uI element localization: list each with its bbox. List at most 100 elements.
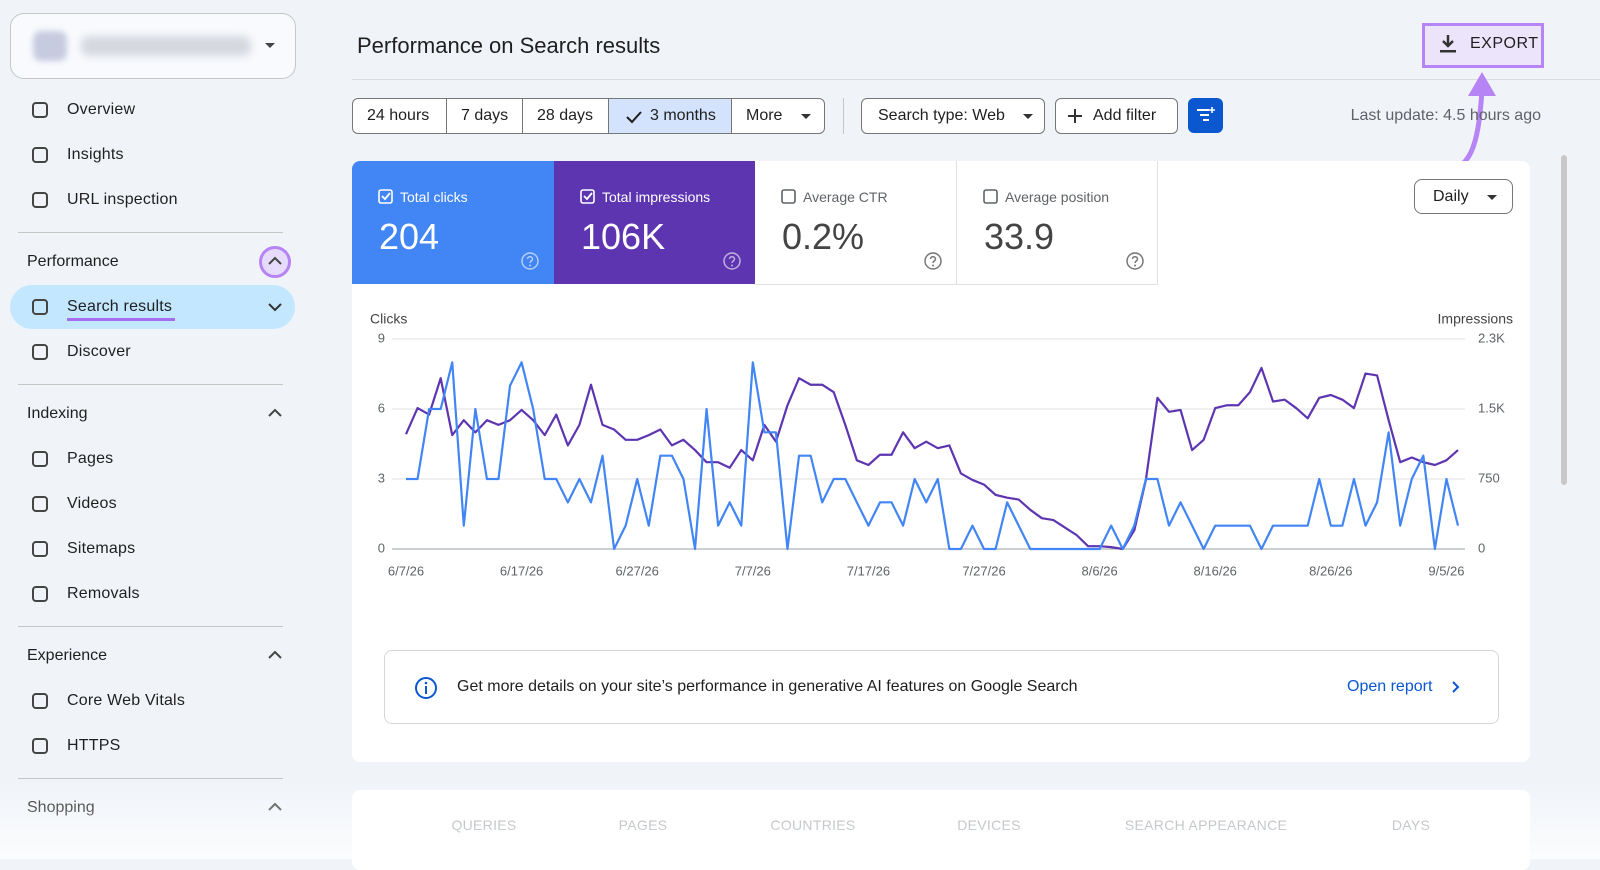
metric-label: Total impressions [602,189,711,205]
y2-tick-label: 0 [1478,540,1485,555]
granularity-select[interactable]: Daily [1414,179,1513,214]
range-label: 28 days [537,107,594,124]
nav-icon [32,586,48,602]
section-title[interactable]: Performance [27,253,119,270]
chevron-right [1452,681,1460,693]
add-filter-button[interactable]: Add filter [1055,98,1178,134]
x-tick-label: 7/7/26 [735,563,771,578]
x-tick-label: 9/5/26 [1428,563,1464,578]
collapse-chevron [268,650,282,659]
metric-value: 33.9 [984,216,1055,257]
metric-checkbox [580,189,595,204]
range-button[interactable]: 24 hours [353,99,445,133]
y2-tick-label: 1.5K [1478,400,1505,415]
nav-item[interactable]: Pages [67,450,114,467]
y-tick-label: 9 [378,330,385,345]
metric-label: Average CTR [803,189,888,205]
nav-item[interactable]: Sitemaps [67,540,136,557]
bottom-fade [0,780,1600,859]
open-report-link[interactable]: Open report [1347,678,1433,695]
collapse-chevron [268,408,282,417]
range-label: 7 days [461,107,509,124]
x-tick-label: 8/26/26 [1309,563,1352,578]
nav-item[interactable]: Removals [67,585,140,602]
dropdown-caret [1487,195,1497,200]
check-icon [626,111,642,124]
range-group [352,98,825,134]
nav-item-active [10,285,295,329]
nav-item[interactable]: Core Web Vitals [67,692,186,709]
toggle-highlight [259,246,291,278]
sidebar-divider [18,778,283,779]
x-tick-label: 7/17/26 [847,563,890,578]
nav-icon [32,496,48,512]
property-selector[interactable] [10,13,296,79]
metric-card[interactable]: Total impressions 106K [554,161,755,284]
metric-checkbox [983,189,998,204]
nav-item[interactable]: Insights [67,146,124,163]
y2-tick-label: 750 [1478,470,1500,485]
nav-item[interactable]: URL inspection [67,191,178,208]
add-filter-label: Add filter [1093,107,1157,124]
x-tick-label: 7/27/26 [962,563,1005,578]
nav-icon [32,541,48,557]
section-title[interactable]: Experience [27,647,108,664]
section-title[interactable]: Indexing [27,405,88,422]
x-tick-label: 6/17/26 [500,563,543,578]
property-icon [33,31,67,61]
y-tick-label: 3 [378,470,385,485]
metric-value: 0.2% [782,216,865,257]
nav-icon [32,299,48,315]
range-button[interactable]: 7 days [446,99,522,133]
help-icon [1126,252,1144,270]
active-underline [67,318,175,321]
sidebar-divider [18,232,283,233]
range-button[interactable]: More [731,99,826,133]
scrollbar[interactable] [1561,155,1567,485]
performance-chart: Clicks Impressions 0 3 6 9 0 750 1.5K 2.3K 6/7/26 6… [370,311,1513,579]
sidebar-divider [18,626,283,627]
granularity-label: Daily [1433,188,1469,205]
plus-icon [1068,109,1082,123]
y-tick-label: 6 [378,400,385,415]
expand-chevron [268,303,282,312]
help-icon [521,252,539,270]
metric-label: Total clicks [400,189,468,205]
filter-settings-button[interactable] [1188,98,1223,133]
info-icon [415,677,437,699]
metric-card[interactable]: Total clicks 204 [352,161,554,284]
nav-item[interactable]: Search results [67,298,173,315]
metric-value: 204 [379,216,440,257]
metric-card[interactable]: Average position 33.9 [957,161,1158,285]
export-button[interactable]: EXPORT [1432,31,1538,57]
nav-item[interactable]: Videos [67,495,117,512]
nav-icon [32,693,48,709]
metric-checkbox [378,189,393,204]
filter-icon [1197,107,1215,121]
search-type-button[interactable]: Search type: Web [861,98,1045,134]
range-button[interactable]: 28 days [522,99,608,133]
data-line [404,366,1459,551]
download-icon [1440,35,1456,53]
metric-checkbox [781,189,796,204]
nav-item[interactable]: Discover [67,343,131,360]
nav-icon [32,344,48,360]
x-tick-label: 6/27/26 [616,563,659,578]
last-update: Last update: 4.5 hours ago [1350,107,1541,124]
metric-value: 106K [581,216,666,257]
x-tick-label: 8/6/26 [1082,563,1118,578]
filter-divider [843,98,844,134]
help-icon [924,252,942,270]
x-tick-label: 8/16/26 [1194,563,1237,578]
nav-item[interactable]: Overview [67,101,136,118]
range-label: 3 months [650,107,716,124]
info-banner: Get more details on your site’s performa… [384,650,1499,724]
data-line [406,361,1460,551]
metric-card[interactable]: Average CTR 0.2% [755,161,957,285]
y2-axis-title: Impressions [1438,311,1513,327]
search-type-label: Search type: Web [878,107,1005,124]
y2-tick-label: 2.3K [1478,330,1505,345]
range-button[interactable]: 3 months [608,99,731,133]
nav-item[interactable]: HTTPS [67,737,121,754]
